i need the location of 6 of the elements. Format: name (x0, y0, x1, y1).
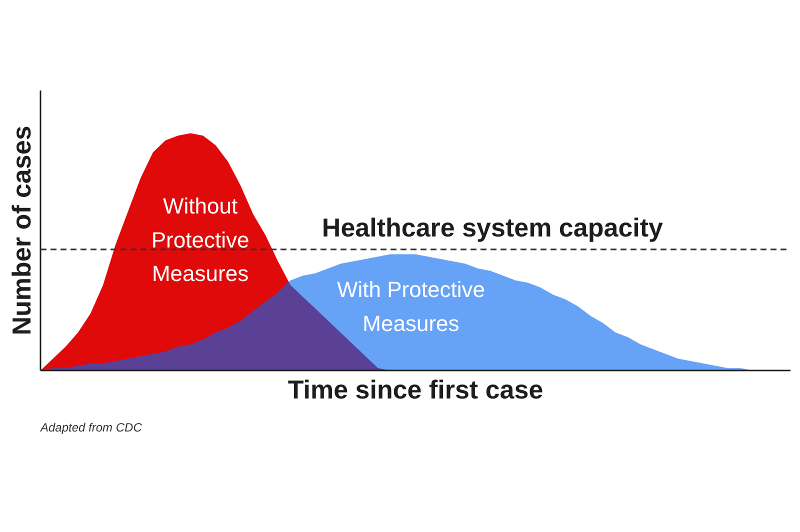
text: Adapted from CDC (40, 420, 142, 434)
y-axis-title: Number of cases (6, 126, 36, 336)
ref-line-label: Healthcare system capacity (322, 212, 664, 242)
series-label: Without Protective Measures (151, 194, 250, 286)
x-axis-title: Time since first case (288, 374, 544, 404)
series-label: With Protective Measures (337, 277, 485, 336)
